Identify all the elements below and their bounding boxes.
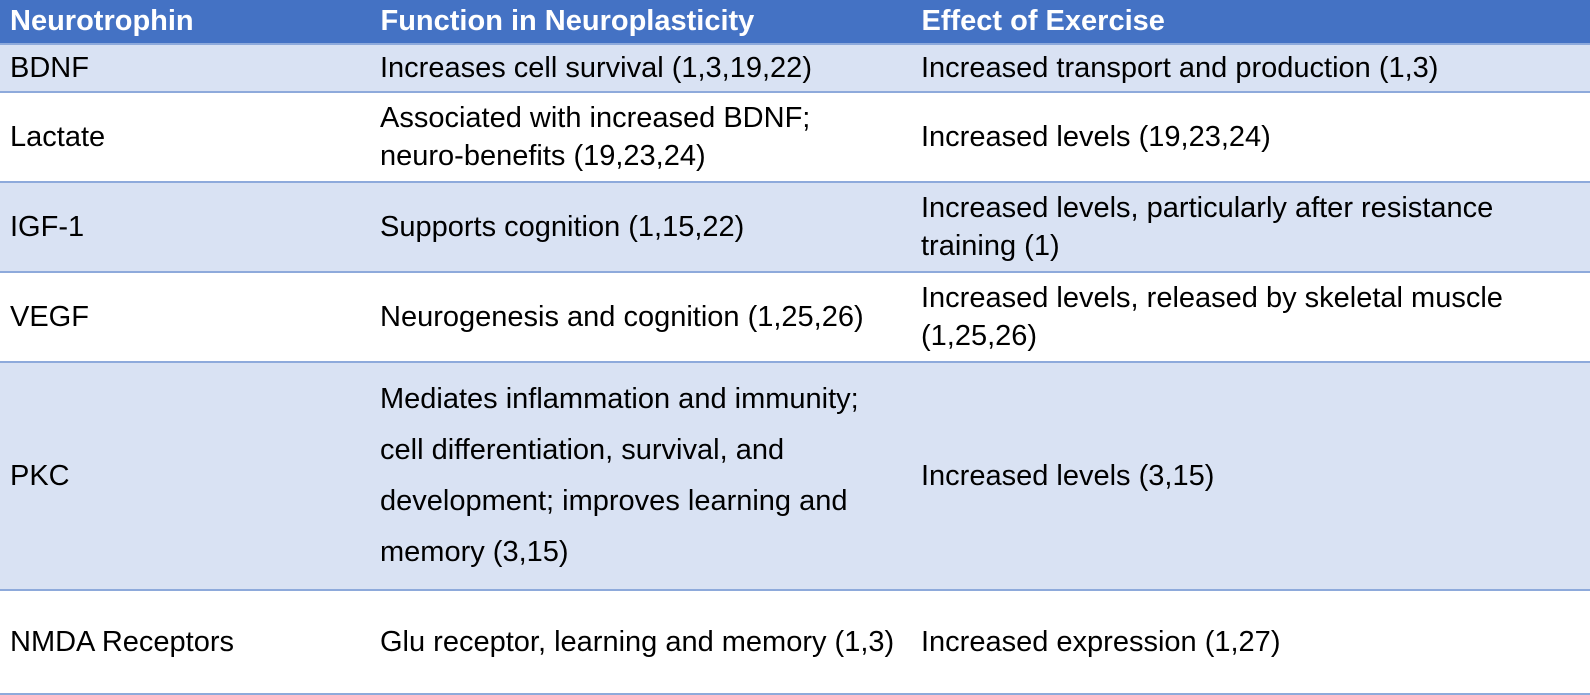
table-row: VEGF Neurogenesis and cognition (1,25,26… — [0, 271, 1590, 362]
cell-effect: Increased levels, released by skeletal m… — [911, 271, 1590, 362]
table-row: NMDA Receptors Glu receptor, learning an… — [0, 589, 1590, 695]
table-header: Neurotrophin Function in Neuroplasticity… — [0, 0, 1590, 44]
cell-neurotrophin: Lactate — [0, 91, 370, 182]
cell-effect: Increased transport and production (1,3) — [911, 43, 1590, 92]
cell-function: Associated with increased BDNF; neuro-be… — [370, 91, 911, 182]
cell-neurotrophin: BDNF — [0, 43, 370, 92]
cell-function: Increases cell survival (1,3,19,22) — [370, 43, 911, 92]
cell-effect: Increased levels (19,23,24) — [911, 91, 1590, 182]
cell-effect: Increased levels, particularly after res… — [911, 181, 1590, 272]
cell-neurotrophin: PKC — [0, 361, 370, 590]
cell-function: Neurogenesis and cognition (1,25,26) — [370, 271, 911, 362]
cell-function: Mediates inflammation and immunity; cell… — [370, 361, 911, 590]
cell-neurotrophin: VEGF — [0, 271, 370, 362]
cell-neurotrophin: IGF-1 — [0, 181, 370, 272]
header-row: Neurotrophin Function in Neuroplasticity… — [0, 0, 1590, 44]
header-function: Function in Neuroplasticity — [370, 0, 912, 44]
table-row: PKC Mediates inflammation and immunity; … — [0, 361, 1590, 590]
table-row: IGF-1 Supports cognition (1,15,22) Incre… — [0, 181, 1590, 272]
cell-effect: Increased levels (3,15) — [911, 361, 1590, 590]
table-body: BDNF Increases cell survival (1,3,19,22)… — [0, 43, 1590, 695]
cell-function: Glu receptor, learning and memory (1,3) — [370, 589, 911, 695]
header-neurotrophin: Neurotrophin — [0, 0, 371, 44]
cell-function: Supports cognition (1,15,22) — [370, 181, 911, 272]
table-row: BDNF Increases cell survival (1,3,19,22)… — [0, 43, 1590, 92]
table-row: Lactate Associated with increased BDNF; … — [0, 91, 1590, 182]
header-effect: Effect of Exercise — [911, 0, 1590, 44]
cell-neurotrophin: NMDA Receptors — [0, 589, 370, 695]
cell-effect: Increased expression (1,27) — [911, 589, 1590, 695]
